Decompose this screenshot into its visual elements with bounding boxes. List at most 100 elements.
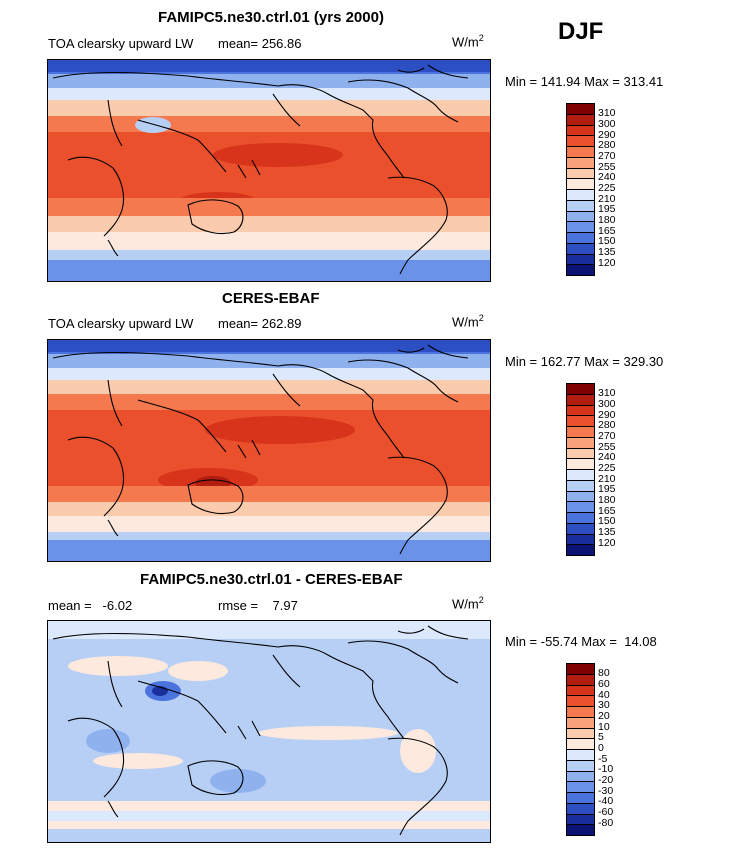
panel-2-level-label: 180 <box>598 494 616 507</box>
panel-3-swatch <box>567 760 594 772</box>
panel-3-colorbar <box>566 663 595 836</box>
panel-2-variable-label: TOA clearsky upward LW <box>48 316 194 331</box>
panel-1-swatch <box>567 233 594 244</box>
panel-1-level-label: 195 <box>598 203 616 216</box>
panel-3-swatch <box>567 739 594 750</box>
panel-2-swatch <box>567 416 594 427</box>
panel-1-swatch <box>567 147 594 158</box>
panel-3-swatch <box>567 728 594 740</box>
panel-3-swatch <box>567 685 594 697</box>
panel-3-level-label: 30 <box>598 699 610 712</box>
panel-3-swatch <box>567 825 594 835</box>
panel-1-title: FAMIPC5.ne30.ctrl.01 (yrs 2000) <box>158 9 384 26</box>
panel-2-level-label: 280 <box>598 419 616 432</box>
panel-3-level-label: -30 <box>598 784 614 797</box>
panel-3-contour-field <box>48 621 490 842</box>
panel-2-swatch <box>567 384 594 395</box>
panel-2-swatch <box>567 523 594 535</box>
panel-2-level-label: 270 <box>598 429 616 442</box>
panel-2-swatch <box>567 448 594 460</box>
panel-3-mean: mean = -6.02 <box>48 598 133 613</box>
panel-1-swatch <box>567 222 594 233</box>
panel-3-swatch <box>567 674 594 686</box>
panel-2-colorbar <box>566 383 595 556</box>
panel-2-level-label: 225 <box>598 462 616 474</box>
panel-2-swatch <box>567 427 594 438</box>
panel-2-level-label: 300 <box>598 397 616 410</box>
panel-3-swatch <box>567 771 594 783</box>
panel-2-level-label: 310 <box>598 387 616 400</box>
panel-1-level-label: 120 <box>598 256 616 269</box>
panel-2-map <box>47 339 491 562</box>
panel-3-level-label: 40 <box>598 688 610 701</box>
panel-3-level-label: 60 <box>598 677 610 690</box>
panel-2-level-label: 150 <box>598 515 616 528</box>
panel-1-variable-label: TOA clearsky upward LW <box>48 36 194 51</box>
panel-3-rmse: rmse = 7.97 <box>218 598 298 613</box>
panel-1-level-label: 270 <box>598 149 616 162</box>
panel-3-level-label: 10 <box>598 720 610 733</box>
panel-3-level-label: 5 <box>598 731 604 744</box>
panel-1-swatch <box>567 211 594 223</box>
panel-1-level-label: 165 <box>598 224 616 237</box>
panel-2-level-label: 240 <box>598 451 616 464</box>
panel-1-level-label: 255 <box>598 160 616 173</box>
panel-2-swatch <box>567 437 594 449</box>
panel-1-swatch <box>567 200 594 212</box>
panel-3-swatch <box>567 664 594 675</box>
panel-1-level-label: 300 <box>598 117 616 130</box>
panel-1-level-label: 135 <box>598 246 616 259</box>
panel-2-swatch <box>567 491 594 503</box>
panel-1-contour-field <box>48 60 490 281</box>
panel-1-level-label: 240 <box>598 171 616 184</box>
panel-2-mean: mean= 262.89 <box>218 316 302 331</box>
panel-1-swatch <box>567 114 594 126</box>
panel-1-minmax: Min = 141.94 Max = 313.41 <box>505 74 664 89</box>
panel-1-level-label: 225 <box>598 182 616 194</box>
panel-3-swatch <box>567 696 594 707</box>
panel-3-map <box>47 620 491 843</box>
panel-1-swatch <box>567 104 594 115</box>
panel-1-swatch <box>567 179 594 190</box>
panel-1-swatch <box>567 243 594 255</box>
panel-1-swatch <box>567 157 594 169</box>
panel-2-swatch <box>567 394 594 406</box>
panel-2-level-label: 210 <box>598 472 616 485</box>
panel-3-level-label: -80 <box>598 816 614 829</box>
panel-1-swatch <box>567 168 594 180</box>
panel-3-swatch <box>567 803 594 815</box>
panel-1-colorbar-labels: 310 300 290 280 270 255 240 225 210 195 … <box>598 103 638 274</box>
panel-1-mean: mean= 256.86 <box>218 36 302 51</box>
panel-3-minmax: Min = -55.74 Max = 14.08 <box>505 634 657 649</box>
panel-3-swatch <box>567 782 594 793</box>
panel-3-level-label: 0 <box>598 742 604 754</box>
panel-1-level-label: 290 <box>598 128 616 141</box>
panel-2-level-label: 290 <box>598 408 616 421</box>
panel-2-swatch <box>567 480 594 492</box>
panel-1-swatch <box>567 136 594 147</box>
panel-1-swatch <box>567 125 594 137</box>
panel-3-swatch <box>567 707 594 718</box>
panel-2-level-label: 135 <box>598 526 616 539</box>
panel-3-title: FAMIPC5.ne30.ctrl.01 - CERES-EBAF <box>140 571 403 588</box>
panel-1-level-label: 310 <box>598 107 616 120</box>
panel-1-swatch <box>567 190 594 201</box>
panel-2-units: W/m2 <box>452 313 484 330</box>
panel-2-swatch <box>567 405 594 417</box>
panel-1-level-label: 210 <box>598 192 616 205</box>
panel-2-level-label: 165 <box>598 504 616 517</box>
panel-3-swatch <box>567 750 594 761</box>
panel-2-swatch <box>567 470 594 481</box>
panel-3-colorbar-labels: 80 60 40 30 20 10 5 0 -5 -10 -20 -30 -40… <box>598 663 638 834</box>
panel-3-level-label: 20 <box>598 709 610 722</box>
panel-2-swatch <box>567 534 594 546</box>
panel-3-level-label: -60 <box>598 806 614 819</box>
panel-2-colorbar-labels: 310 300 290 280 270 255 240 225 210 195 … <box>598 383 638 554</box>
panel-1-level-label: 180 <box>598 214 616 227</box>
panel-2-contour-field <box>48 340 490 561</box>
panel-3-swatch <box>567 793 594 804</box>
panel-2-level-label: 255 <box>598 440 616 453</box>
panel-2-level-label: 195 <box>598 483 616 496</box>
panel-2-title: CERES-EBAF <box>222 290 320 307</box>
panel-3-level-label: -5 <box>598 752 608 765</box>
